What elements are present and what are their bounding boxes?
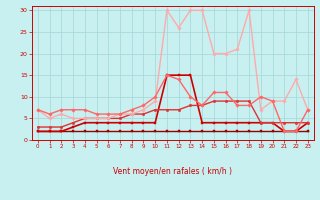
X-axis label: Vent moyen/en rafales ( km/h ): Vent moyen/en rafales ( km/h )	[113, 167, 232, 176]
